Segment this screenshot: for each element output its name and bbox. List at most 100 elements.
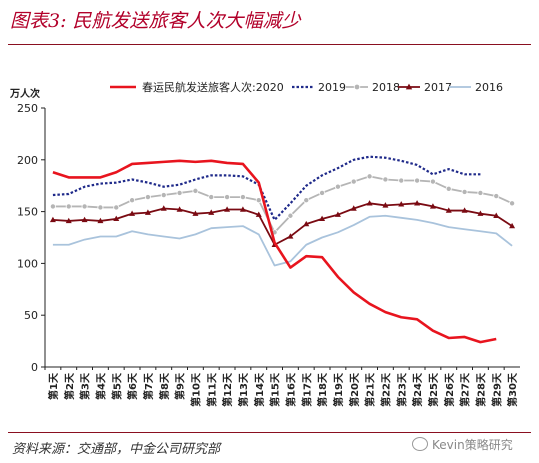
data-point — [509, 200, 516, 207]
data-point — [129, 210, 136, 216]
data-point — [144, 209, 151, 215]
data-point — [144, 194, 151, 201]
series-2016 — [52, 214, 513, 267]
series-春运民航发送旅客人次:2020 — [52, 159, 497, 344]
series-2019 — [52, 155, 481, 221]
data-point — [350, 205, 357, 211]
data-point — [113, 215, 120, 222]
data-point — [192, 210, 199, 216]
chart-axes: 050100150200250万人次第1天 第2天 第3天 第4天 第5天 第6天 第7天第… — [9, 87, 520, 407]
y-tick-label: 100 — [17, 257, 38, 270]
data-point — [366, 200, 373, 206]
data-point — [49, 203, 56, 210]
data-point — [255, 211, 262, 217]
legend-marker — [353, 83, 361, 91]
data-point — [303, 197, 310, 204]
x-tick-label: 第20天 — [348, 372, 361, 407]
data-point — [176, 189, 183, 196]
x-tick-label: 第4天 — [94, 372, 107, 400]
series-layer — [49, 155, 516, 344]
data-point — [350, 178, 357, 185]
data-point — [255, 197, 262, 204]
legend-item-春运民航发送旅客人次:2020: 春运民航发送旅客人次:2020 — [110, 80, 284, 94]
data-point — [445, 185, 452, 192]
title-rule — [8, 44, 531, 45]
data-point — [382, 176, 389, 183]
series-line — [52, 214, 513, 267]
y-axis-unit: 万人次 — [9, 87, 40, 100]
data-point — [97, 217, 104, 224]
legend-label: 2018 — [372, 81, 400, 94]
x-tick-label: 第27天 — [459, 372, 472, 407]
data-point — [113, 204, 120, 211]
data-point — [477, 210, 484, 216]
x-tick-label: 第14天 — [253, 372, 266, 407]
data-point — [65, 203, 72, 210]
x-tick-label: 第5天 — [110, 372, 123, 400]
legend-label: 2016 — [475, 81, 503, 94]
y-tick-label: 250 — [17, 102, 38, 115]
data-point — [239, 194, 246, 201]
x-tick-label: 第21天 — [364, 372, 377, 407]
chart-title: 图表3: 民航发送旅客人次大幅减少 — [10, 10, 301, 32]
data-point — [461, 188, 468, 195]
x-tick-label: 第15天 — [269, 372, 282, 407]
data-point — [160, 192, 167, 199]
data-point — [493, 212, 500, 218]
data-point — [97, 204, 104, 211]
x-tick-label: 第29天 — [490, 372, 503, 407]
data-point — [461, 207, 468, 213]
data-point — [429, 178, 436, 185]
x-tick-label: 第9天 — [174, 372, 187, 400]
data-point — [129, 197, 136, 204]
x-tick-label: 第26天 — [443, 372, 456, 407]
x-tick-label: 第25天 — [427, 372, 440, 407]
data-point — [414, 200, 421, 206]
data-point — [176, 206, 183, 212]
x-tick-label: 第23天 — [395, 372, 408, 407]
x-tick-label: 第10天 — [189, 372, 202, 407]
wechat-icon — [412, 437, 428, 451]
watermark-text: Kevin策略研究 — [432, 438, 513, 452]
x-tick-label: 第6天 — [126, 372, 139, 400]
data-point — [366, 173, 373, 180]
data-point — [287, 233, 294, 239]
data-point — [398, 201, 405, 207]
data-point — [334, 183, 341, 190]
series-2018 — [49, 173, 516, 236]
legend-label: 2017 — [424, 81, 452, 94]
data-point — [445, 207, 452, 213]
x-tick-label: 第17天 — [300, 372, 313, 407]
x-tick-label: 第16天 — [284, 372, 297, 407]
watermark: Kevin策略研究 — [412, 436, 513, 453]
x-tick-label: 第28天 — [474, 372, 487, 407]
x-tick-label: 第7天 — [142, 372, 155, 400]
x-tick-label: 第3天 — [79, 372, 92, 400]
x-tick-label: 第1天 — [47, 372, 60, 400]
data-point — [208, 194, 215, 201]
x-tick-label: 第2天 — [63, 372, 76, 400]
data-point — [81, 203, 88, 210]
data-point — [239, 206, 246, 212]
data-point — [319, 215, 326, 222]
data-point — [208, 209, 215, 215]
data-point — [414, 177, 421, 184]
data-point — [429, 203, 436, 209]
legend-item-2019: 2019 — [292, 81, 346, 94]
legend-item-2016: 2016 — [449, 81, 503, 94]
data-point — [224, 206, 231, 212]
line-chart: 050100150200250万人次第1天 第2天 第3天 第4天 第5天 第6天 第7天第… — [9, 80, 520, 407]
data-point — [224, 194, 231, 201]
source-note: 资料来源：交通部，中金公司研究部 — [12, 442, 221, 457]
data-point — [81, 216, 88, 223]
y-tick-label: 0 — [31, 361, 38, 374]
y-tick-label: 200 — [17, 154, 38, 167]
legend-item-2018: 2018 — [346, 81, 400, 94]
data-point — [192, 187, 199, 194]
x-tick-label: 第12天 — [221, 372, 234, 407]
x-tick-label: 第30天 — [506, 372, 519, 407]
series-line — [52, 175, 513, 234]
x-tick-label: 第13天 — [237, 372, 250, 407]
legend-label: 2019 — [318, 81, 346, 94]
series-line — [52, 159, 497, 344]
